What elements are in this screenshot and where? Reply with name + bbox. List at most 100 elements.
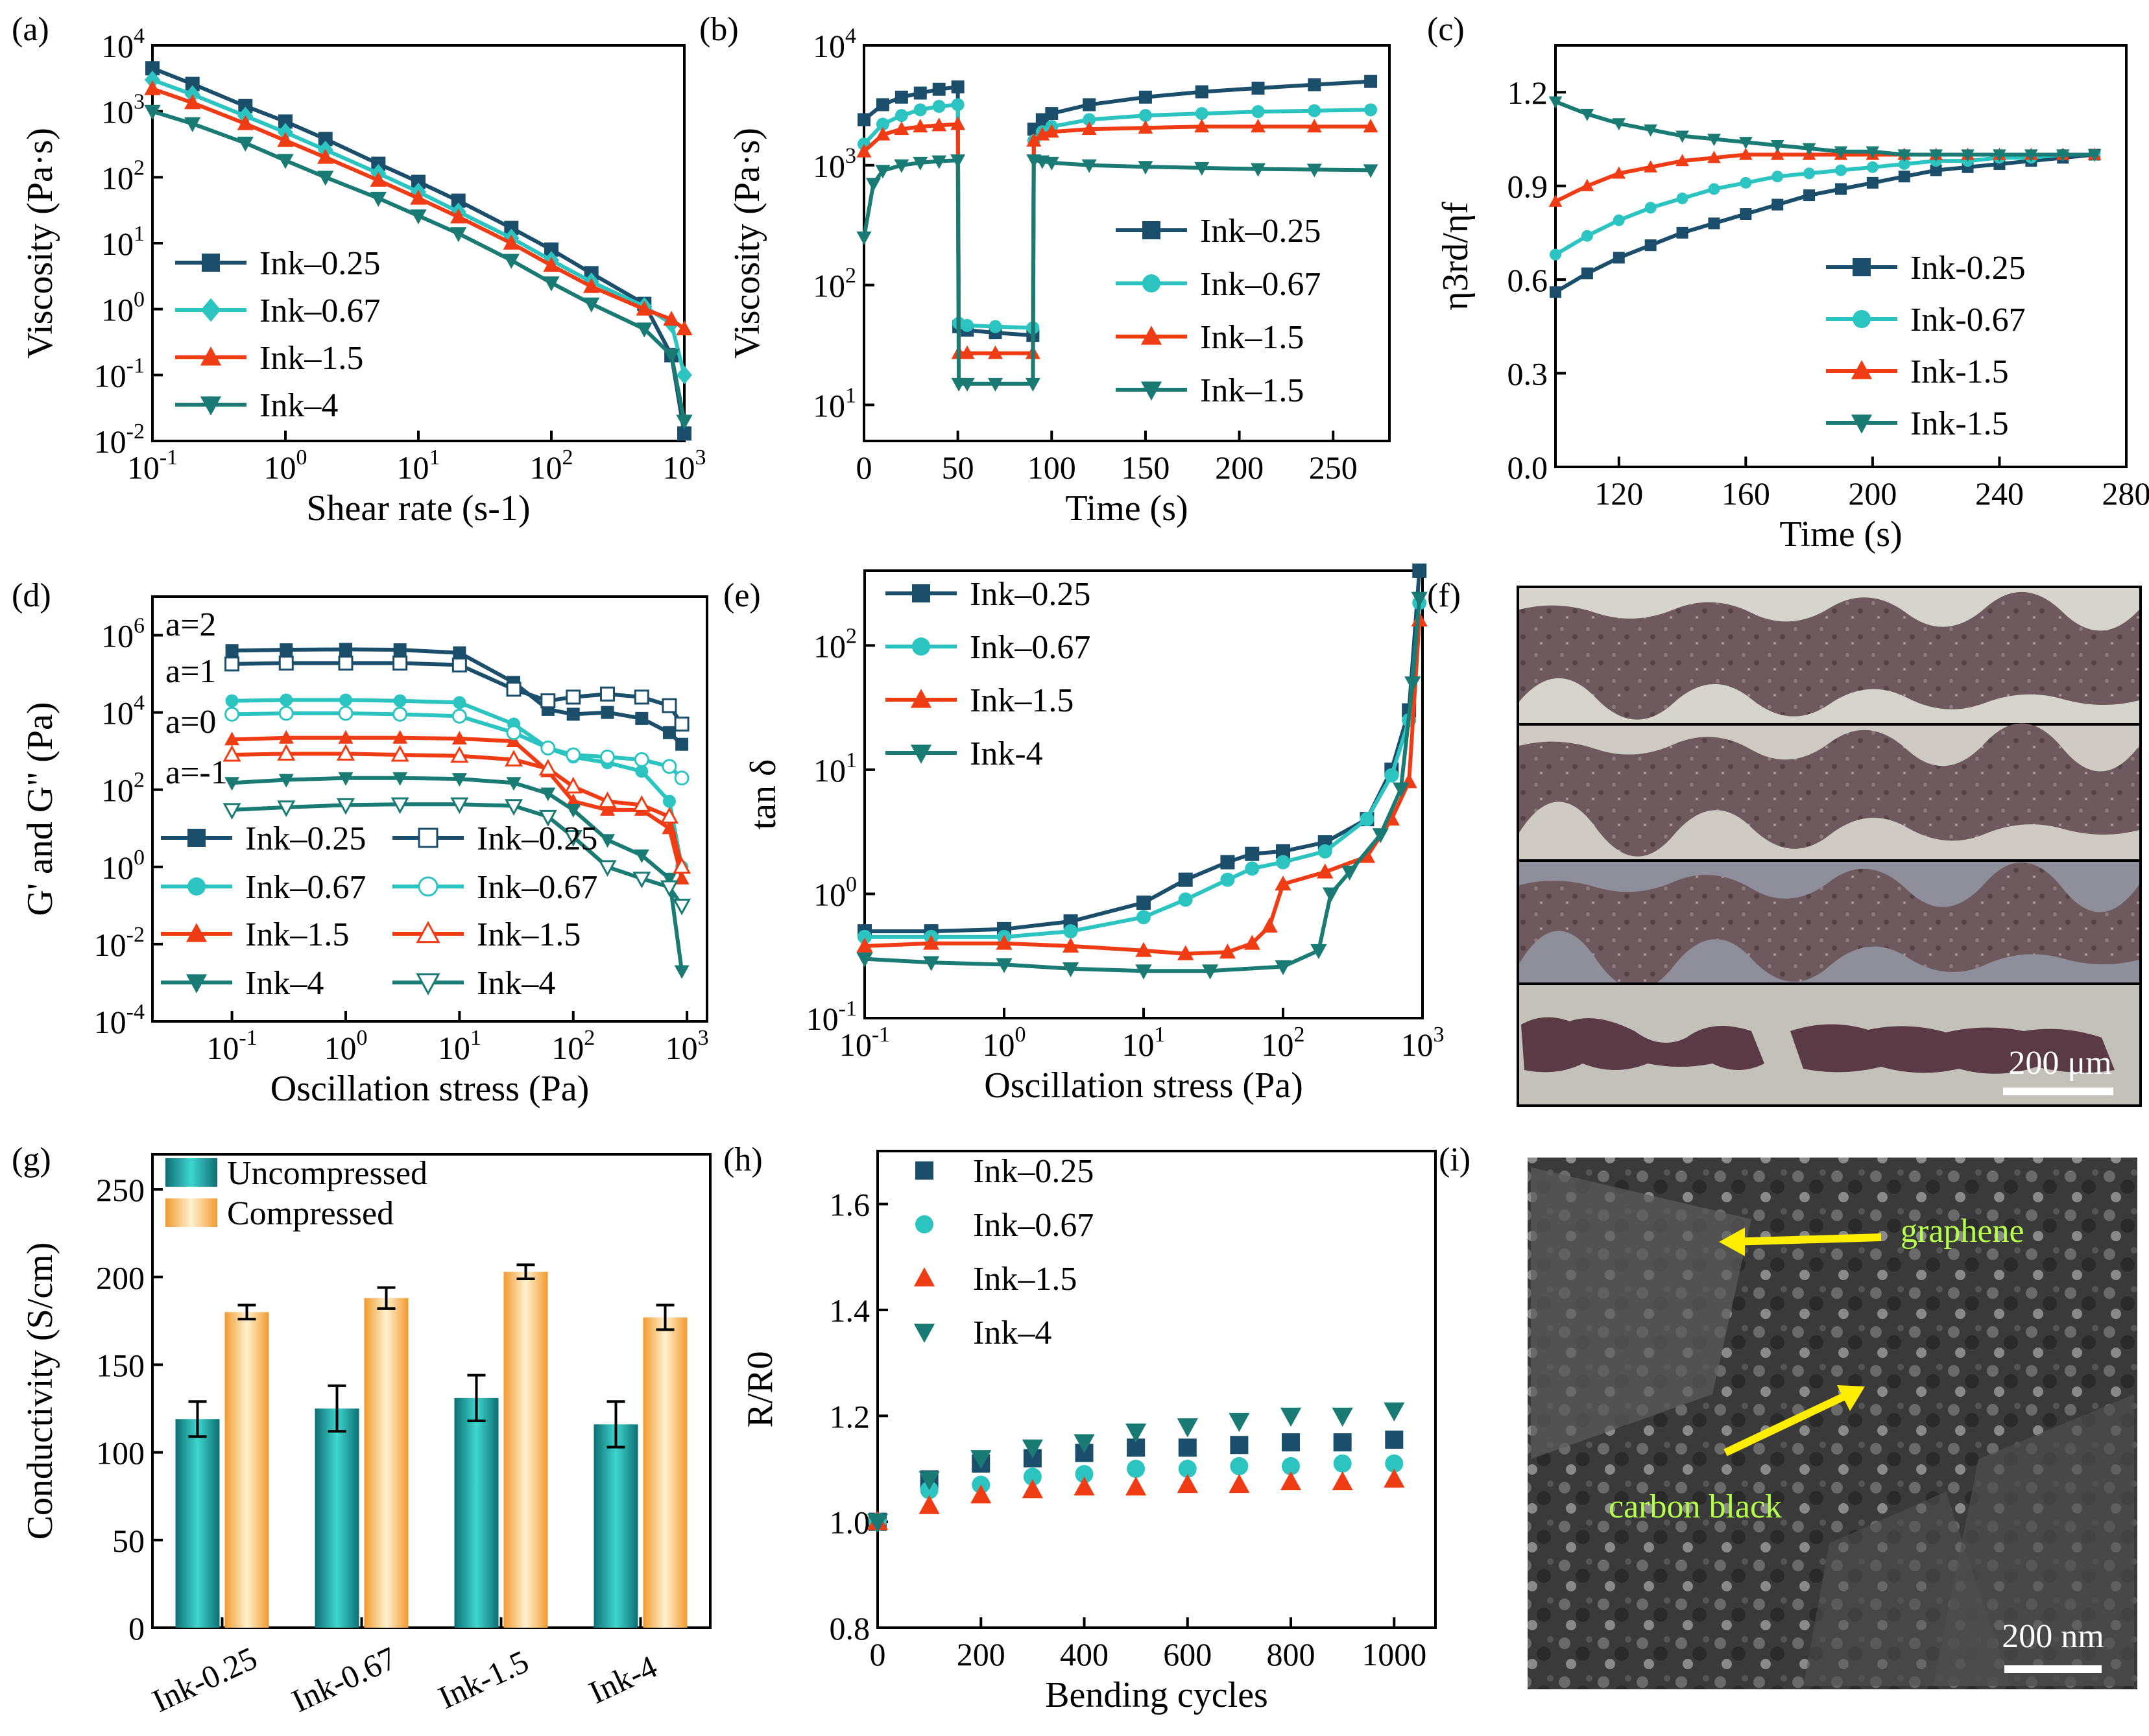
data-point bbox=[951, 98, 965, 112]
data-point bbox=[451, 657, 467, 672]
annotation-label: a=0 bbox=[165, 704, 216, 741]
data-point bbox=[338, 772, 354, 786]
data-point bbox=[506, 682, 522, 697]
legend-marker bbox=[416, 921, 440, 944]
data-point bbox=[1282, 1433, 1301, 1452]
data-point bbox=[598, 860, 617, 877]
data-point bbox=[996, 958, 1013, 973]
data-point bbox=[1771, 171, 1784, 183]
data-point bbox=[635, 765, 649, 778]
x-tick-label: 101 bbox=[397, 446, 440, 486]
panel-label-b: (b) bbox=[699, 11, 739, 48]
data-point bbox=[1676, 192, 1688, 204]
data-point bbox=[1025, 377, 1040, 392]
data-point bbox=[450, 797, 469, 814]
y-tick-label: 106 bbox=[101, 614, 145, 654]
data-point bbox=[673, 857, 691, 874]
data-point bbox=[538, 809, 557, 827]
data-point bbox=[1251, 105, 1265, 119]
x-tick-label: 100 bbox=[1027, 449, 1076, 486]
data-point bbox=[1866, 176, 1879, 189]
data-point bbox=[1282, 1457, 1301, 1475]
data-point bbox=[1708, 183, 1720, 195]
data-point bbox=[1675, 130, 1689, 143]
data-point bbox=[544, 242, 558, 257]
x-axis-label: Shear rate (s-1) bbox=[306, 488, 530, 529]
data-point bbox=[875, 165, 891, 179]
data-point bbox=[1644, 160, 1658, 172]
legend-swatch bbox=[165, 1158, 217, 1187]
data-point bbox=[636, 300, 653, 316]
data-point bbox=[184, 117, 201, 132]
x-tick-label: 200 bbox=[1215, 449, 1264, 486]
data-point bbox=[278, 655, 294, 671]
data-point bbox=[504, 750, 523, 767]
y-axis-label: η3rd/ηf bbox=[1435, 202, 1476, 311]
legend-label: Ink–0.25 bbox=[245, 820, 366, 857]
x-axis-label: Time (s) bbox=[1779, 514, 1902, 554]
y-axis-label: Conductivity (S/cm) bbox=[20, 1243, 60, 1540]
data-point bbox=[1740, 176, 1752, 189]
y-tick-label: 10-1 bbox=[94, 353, 145, 394]
legend-marker bbox=[1142, 221, 1160, 239]
x-tick-label: 50 bbox=[942, 449, 974, 486]
data-point bbox=[662, 726, 676, 739]
scale-bar-label: 200 μm bbox=[2008, 1045, 2111, 1082]
micrograph-strip-1 bbox=[1517, 586, 2142, 726]
x-tick-label: 100 bbox=[983, 1023, 1026, 1063]
legend-marker bbox=[202, 254, 220, 272]
data-point bbox=[1245, 846, 1260, 861]
data-point bbox=[1219, 943, 1236, 959]
data-point bbox=[453, 696, 466, 709]
y-tick-label: 104 bbox=[813, 24, 856, 64]
data-point bbox=[1384, 1468, 1405, 1488]
legend: Ink–0.25 Ink–0.67 Ink–1.5 Ink–1.5 bbox=[1116, 213, 1321, 409]
y-tick-label: 103 bbox=[101, 90, 145, 130]
data-point bbox=[184, 94, 201, 110]
data-point bbox=[1081, 121, 1097, 136]
data-point bbox=[950, 116, 966, 130]
data-point bbox=[1898, 158, 1910, 170]
y-axis-label: G' and G" (Pa) bbox=[20, 702, 60, 916]
data-point bbox=[336, 798, 355, 815]
data-point bbox=[636, 322, 653, 338]
graphene-arrow bbox=[1730, 1233, 1882, 1246]
data-point bbox=[338, 730, 354, 744]
legend-label: Ink–1.5 bbox=[259, 340, 363, 377]
data-point bbox=[1194, 119, 1210, 133]
data-point bbox=[1138, 90, 1152, 104]
y-tick-label: 104 bbox=[101, 691, 145, 731]
legend-marker bbox=[915, 1161, 933, 1180]
y-tick-label: 10-4 bbox=[94, 1000, 145, 1040]
data-point bbox=[867, 1514, 889, 1533]
data-point bbox=[144, 70, 161, 89]
data-point bbox=[1245, 861, 1260, 876]
data-point bbox=[1372, 828, 1389, 844]
data-point bbox=[1062, 962, 1079, 977]
data-point bbox=[144, 80, 161, 95]
legend-marker bbox=[912, 584, 930, 602]
data-point bbox=[1276, 844, 1290, 859]
data-point bbox=[1074, 1476, 1095, 1496]
data-point bbox=[918, 1495, 940, 1514]
data-point bbox=[318, 132, 333, 147]
data-point bbox=[566, 689, 581, 705]
legend-label: Ink-0.25 bbox=[1910, 250, 2026, 287]
data-point bbox=[540, 693, 556, 709]
data-point bbox=[1550, 286, 1561, 298]
micrograph-strip-2 bbox=[1517, 723, 2142, 862]
data-point bbox=[1308, 104, 1321, 117]
series-4 bbox=[867, 1402, 1405, 1533]
data-point bbox=[393, 643, 407, 656]
legend-label: Ink–4 bbox=[477, 965, 555, 1002]
series-line bbox=[151, 78, 686, 376]
data-point bbox=[538, 759, 557, 776]
data-point bbox=[1063, 914, 1078, 929]
uncompressed-bar bbox=[175, 1419, 220, 1628]
data-point bbox=[2056, 149, 2070, 162]
series-6 bbox=[224, 706, 690, 786]
data-point bbox=[1707, 134, 1721, 147]
y-tick-label: 1.0 bbox=[830, 1504, 870, 1541]
legend: Ink–0.25 Ink–0.67 Ink–1.5 Ink–4 bbox=[175, 245, 380, 424]
data-point bbox=[1138, 109, 1152, 123]
